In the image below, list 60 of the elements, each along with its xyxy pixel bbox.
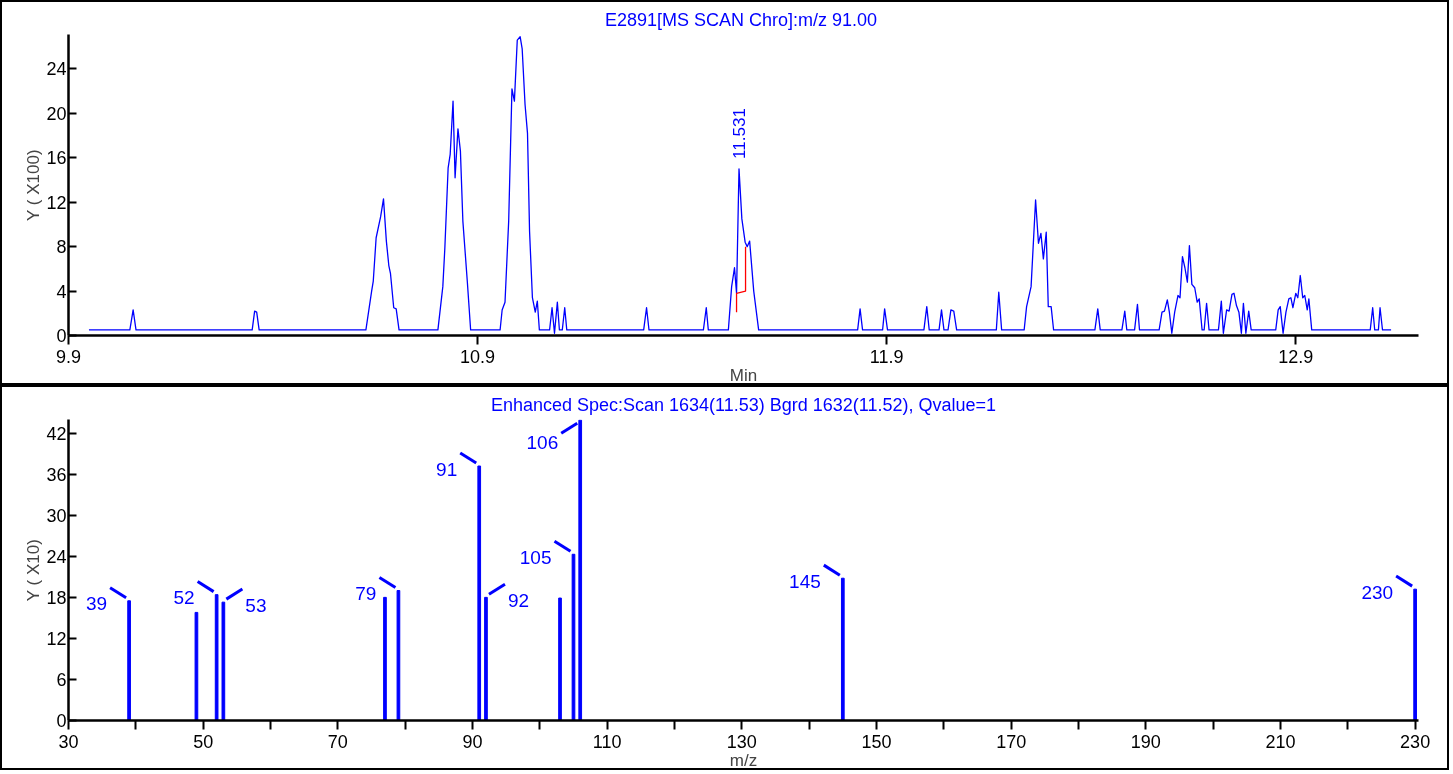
y-tick-label: 12 — [46, 192, 67, 213]
x-axis-title: Min — [729, 365, 758, 385]
annotation: 52 — [173, 587, 195, 609]
x-tick-label: 170 — [996, 731, 1027, 752]
x-axis-title: m/z — [729, 750, 758, 770]
y-tick-label: 24 — [46, 546, 67, 567]
x-tick-label: 210 — [1265, 731, 1296, 752]
x-tick-label: 190 — [1130, 731, 1161, 752]
x-tick-label: 110 — [592, 731, 622, 752]
annotation: 105 — [519, 546, 552, 568]
bar — [214, 594, 219, 721]
annotation: 145 — [789, 570, 821, 592]
bar — [558, 597, 562, 721]
y-tick-label: 24 — [46, 59, 67, 80]
bar — [484, 596, 488, 721]
annotation: 91 — [436, 458, 458, 480]
y-axis-title: Y ( X10) — [24, 539, 44, 602]
chart-title: E2891[MS SCAN Chro]:m/z 91.00 — [604, 9, 878, 30]
y-tick-label: 0 — [56, 711, 67, 731]
y-axis-title: Y ( X100) — [24, 149, 44, 221]
bar — [383, 596, 387, 721]
bar — [194, 611, 199, 721]
x-tick-label: 150 — [861, 731, 892, 752]
bar — [477, 465, 482, 721]
x-tick-label: 130 — [726, 731, 757, 752]
x-tick-label: 10.9 — [460, 346, 496, 367]
bar — [571, 553, 576, 721]
y-tick-label: 30 — [46, 505, 67, 526]
bar — [221, 601, 226, 721]
annotation: 53 — [245, 594, 267, 616]
annotation: 92 — [507, 589, 530, 611]
x-tick-label: 11.9 — [869, 346, 904, 367]
y-tick-label: 16 — [46, 148, 67, 169]
y-tick-label: 12 — [46, 628, 67, 649]
x-tick-label: 70 — [327, 731, 348, 752]
line-series — [88, 36, 1392, 334]
x-tick-label: 50 — [193, 731, 214, 752]
x-tick-label: 90 — [462, 731, 483, 752]
y-tick-label: 4 — [56, 281, 67, 302]
bar — [840, 577, 845, 721]
y-tick-label: 0 — [56, 326, 67, 346]
annotation: 39 — [85, 593, 108, 615]
bar — [396, 590, 401, 721]
chart-title: Enhanced Spec:Scan 1634(11.53) Bgrd 1632(11.52), Qvalue=1 — [490, 394, 997, 415]
y-tick-label: 42 — [46, 423, 67, 444]
annotation: 79 — [355, 583, 377, 605]
y-tick-label: 18 — [46, 587, 67, 608]
line-series — [735, 245, 747, 313]
y-tick-label: 20 — [46, 103, 67, 124]
annotation: 106 — [526, 431, 559, 453]
y-tick-label: 36 — [46, 464, 67, 485]
bar — [127, 600, 131, 721]
x-tick-label: 9.9 — [55, 346, 82, 367]
annotation: 11.531 — [730, 108, 749, 159]
bar — [1413, 588, 1417, 721]
annotation: 230 — [1361, 581, 1394, 603]
y-tick-label: 8 — [56, 237, 67, 258]
y-tick-label: 6 — [56, 669, 67, 690]
x-tick-label: 12.9 — [1278, 346, 1314, 367]
x-tick-label: 230 — [1400, 731, 1431, 752]
